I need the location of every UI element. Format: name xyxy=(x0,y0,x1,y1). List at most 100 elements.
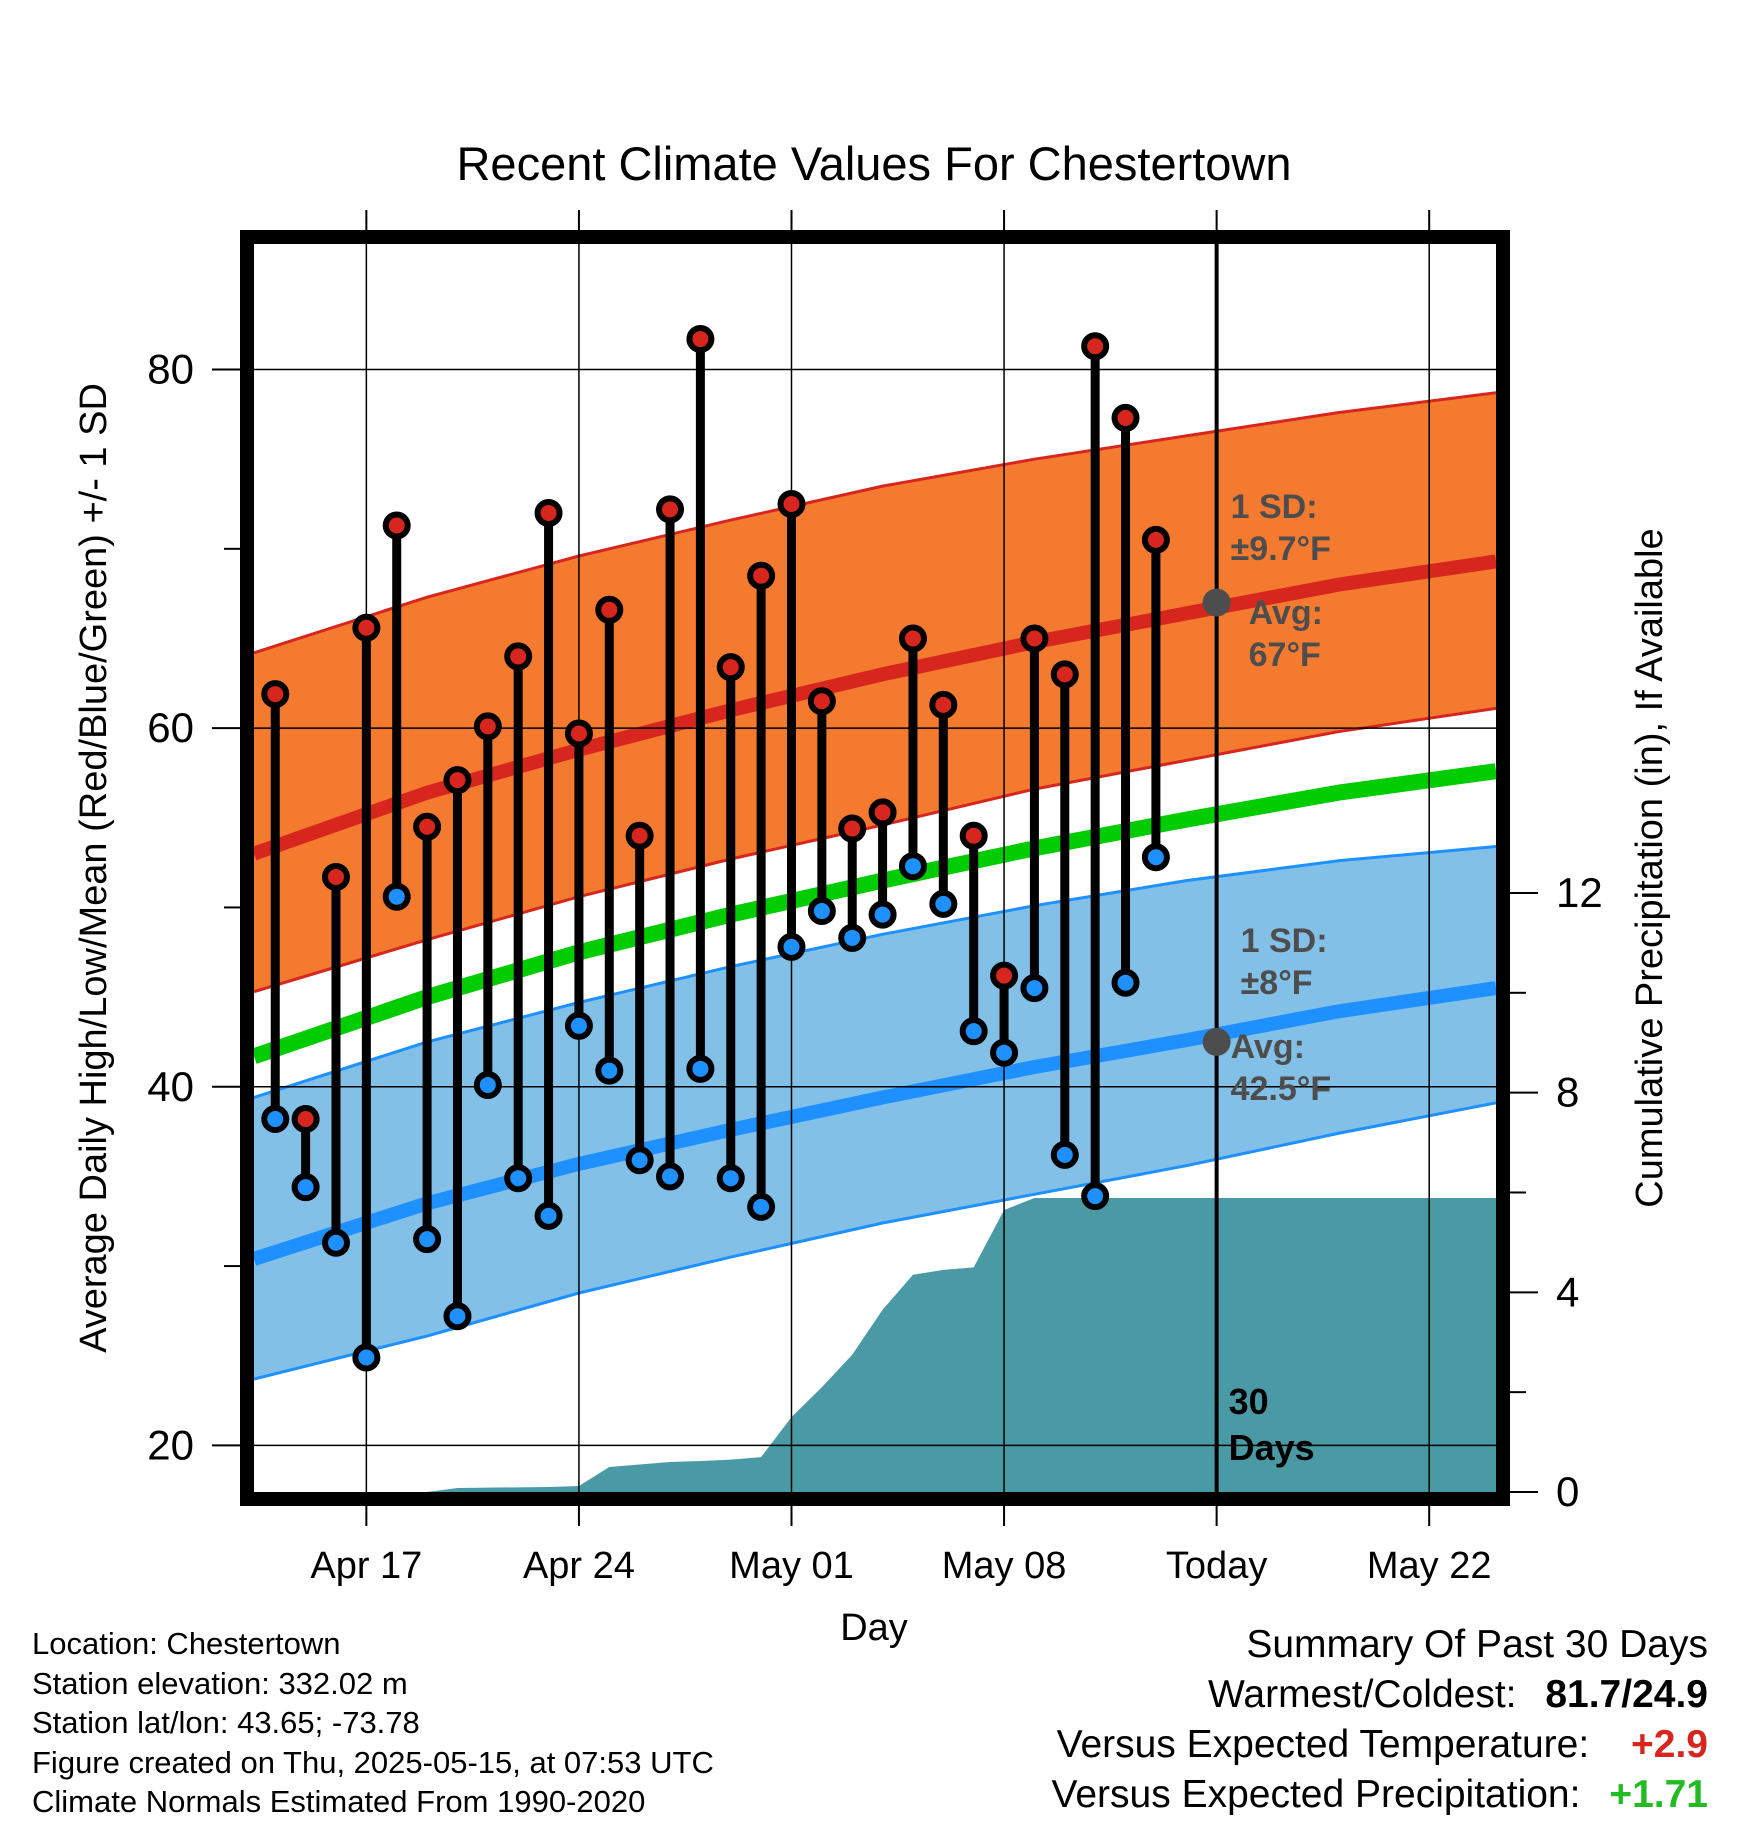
high-temp-point xyxy=(534,498,563,527)
y-left-tick-label: 20 xyxy=(147,1421,194,1468)
low-temp-point xyxy=(898,852,927,881)
chart-title: Recent Climate Values For Chestertown xyxy=(456,137,1291,190)
high-temp-point xyxy=(959,821,988,850)
high-sd-value: ±9.7°F xyxy=(1231,530,1331,568)
x-axis-label: Day xyxy=(840,1607,908,1649)
high-sd-upper-edge xyxy=(254,391,1496,655)
high-sd-band xyxy=(254,392,1496,992)
low-temp-point xyxy=(534,1201,563,1230)
normal-low-line xyxy=(254,981,1496,1266)
y-left-axis-label: Average Daily High/Low/Mean (Red/Blue/Gr… xyxy=(73,383,115,1353)
low-temp-point xyxy=(291,1173,320,1202)
low-temp-point xyxy=(747,1192,776,1221)
high-temp-point xyxy=(1050,660,1079,689)
x-tick-label: Today xyxy=(1166,1545,1267,1587)
low-avg-label: Avg: xyxy=(1231,1028,1305,1066)
high-sd-label: 1 SD: xyxy=(1231,488,1318,526)
x-tick-label: May 08 xyxy=(942,1545,1067,1587)
high-temp-point xyxy=(352,613,381,642)
warmest-coldest-label: Warmest/Coldest: xyxy=(1208,1673,1517,1716)
low-sd-upper-edge xyxy=(254,845,1496,1099)
low-sd-band xyxy=(254,846,1496,1379)
low-temp-point xyxy=(473,1070,502,1099)
high-temp-point xyxy=(1020,624,1049,653)
y-right-tick-label: 8 xyxy=(1556,1069,1579,1116)
low-sd-label: 1 SD: xyxy=(1241,922,1328,960)
low-temp-point xyxy=(564,1011,593,1040)
station-info: Location: Chestertown Station elevation:… xyxy=(32,1624,714,1822)
high-temp-point xyxy=(656,495,685,524)
y-right-axis-label: Cumulative Precipitation (in), If Availa… xyxy=(1629,528,1671,1207)
high-temp-point xyxy=(990,961,1019,990)
high-temp-point xyxy=(382,511,411,540)
precip-anomaly-label: Versus Expected Precipitation: xyxy=(1051,1773,1581,1816)
low-sd-value: ±8°F xyxy=(1241,964,1313,1002)
normal-high-line xyxy=(254,554,1496,861)
high-temp-point xyxy=(929,690,958,719)
latlon-text: Station lat/lon: 43.65; -73.78 xyxy=(32,1705,420,1740)
low-avg-value: 42.5°F xyxy=(1231,1070,1332,1108)
high-temp-point xyxy=(747,561,776,590)
high-temp-point xyxy=(595,595,624,624)
low-temp-point xyxy=(321,1228,350,1257)
today-low-avg-marker xyxy=(1202,1027,1231,1056)
low-temp-point xyxy=(838,923,867,952)
high-temp-point xyxy=(413,812,442,841)
low-temp-point xyxy=(352,1343,381,1372)
high-temp-point xyxy=(261,680,290,709)
low-temp-point xyxy=(959,1017,988,1046)
created-text: Figure created on Thu, 2025-05-15, at 07… xyxy=(32,1744,714,1780)
high-temp-point xyxy=(807,687,836,716)
high-temp-point xyxy=(686,325,715,354)
low-temp-point xyxy=(868,900,897,929)
high-temp-point xyxy=(868,798,897,827)
low-temp-point xyxy=(686,1054,715,1083)
low-temp-point xyxy=(1081,1182,1110,1211)
low-temp-point xyxy=(382,882,411,911)
y-left-tick-label: 40 xyxy=(147,1063,194,1110)
summary-title: Summary Of Past 30 Days xyxy=(1246,1623,1708,1666)
high-temp-point xyxy=(321,862,350,891)
plot-frame xyxy=(240,230,1510,1506)
high-temp-point xyxy=(504,642,533,671)
summary-precip-row: Versus Expected Precipitation: +1.71 xyxy=(1052,1770,1709,1820)
low-temp-point xyxy=(1111,968,1140,997)
y-right-tick-label: 4 xyxy=(1556,1268,1579,1315)
low-temp-point xyxy=(1141,843,1170,872)
high-temp-point xyxy=(443,766,472,795)
x-tick-label: Apr 24 xyxy=(523,1545,635,1587)
x-tick-label: Apr 17 xyxy=(310,1545,422,1587)
high-temp-point xyxy=(716,653,745,682)
temp-anomaly-value: +2.9 xyxy=(1631,1723,1708,1766)
high-temp-point xyxy=(777,490,806,518)
low-temp-point xyxy=(656,1162,685,1191)
window-days-label: Days xyxy=(1229,1427,1315,1468)
high-temp-point xyxy=(898,624,927,653)
low-temp-point xyxy=(1050,1140,1079,1169)
observed-series xyxy=(261,325,1170,1372)
low-sd-lower-edge xyxy=(254,1101,1496,1381)
high-temp-point xyxy=(1081,332,1110,361)
summary-temp-row: Versus Expected Temperature: +2.9 xyxy=(1052,1720,1708,1770)
summary-warmest-coldest-row: Warmest/Coldest: 81.7/24.9 xyxy=(1052,1670,1708,1720)
low-temp-point xyxy=(443,1302,472,1331)
high-avg-value: 67°F xyxy=(1249,636,1321,674)
plot-area: 1 SD: ±9.7°F Avg: 67°F 1 SD: ±8°F Avg: 42.5°F 30… xyxy=(254,244,1496,1492)
summary-panel: Summary Of Past 30 Days Warmest/Coldest:… xyxy=(1052,1620,1709,1820)
normals-text: Climate Normals Estimated From 1990-2020 xyxy=(32,1784,646,1819)
location-text: Location: Chestertown xyxy=(32,1626,341,1661)
high-temp-point xyxy=(838,814,867,843)
x-tick-label: May 22 xyxy=(1367,1545,1492,1587)
high-temp-point xyxy=(625,821,654,850)
high-temp-point xyxy=(564,719,593,748)
precipitation-area xyxy=(254,1198,1496,1492)
low-temp-point xyxy=(261,1105,290,1134)
x-tick-label: May 01 xyxy=(729,1545,854,1587)
window-days-number: 30 xyxy=(1229,1381,1269,1422)
elevation-text: Station elevation: 332.02 m xyxy=(32,1665,408,1701)
low-temp-point xyxy=(625,1146,654,1175)
temp-anomaly-label: Versus Expected Temperature: xyxy=(1056,1723,1590,1766)
today-high-avg-marker xyxy=(1202,588,1231,617)
low-temp-point xyxy=(929,889,958,918)
